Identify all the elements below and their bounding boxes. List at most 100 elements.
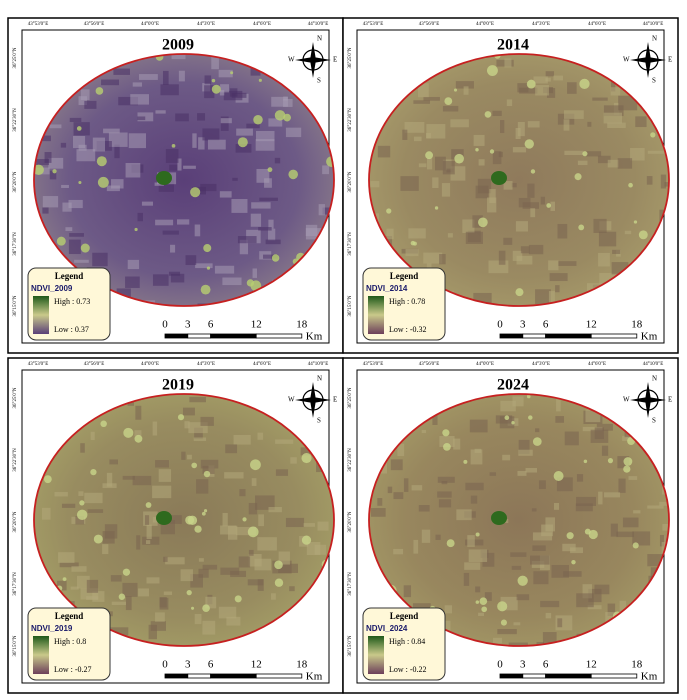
vegetation-patch [135,435,143,443]
vegetation-patch [479,597,487,605]
land-patch [474,135,485,146]
vegetation-patch [268,167,273,172]
vegetation-patch [571,560,575,564]
land-patch [442,183,450,197]
vegetation-patch [650,132,655,137]
land-patch [200,417,213,426]
land-patch [219,607,236,619]
coordinate-label: 44°0'0"E [476,22,494,27]
land-patch [42,508,51,520]
land-patch [253,268,257,277]
land-patch [126,596,132,610]
land-patch [393,549,403,554]
land-patch [68,200,82,208]
vegetation-patch [203,244,211,252]
land-patch [138,213,143,221]
coordinate-label: 44°6'0"E [253,22,271,27]
scale-segment [500,334,523,338]
land-patch [618,479,625,493]
land-patch [69,233,84,237]
land-patch [195,225,201,237]
vegetation-patch [259,79,262,82]
scale-segment [546,674,592,678]
vegetation-patch [194,525,201,532]
land-patch [404,585,411,597]
scale-segment [188,334,211,338]
land-patch [87,580,98,593]
land-patch [166,149,179,163]
land-patch [163,557,167,562]
land-patch [567,82,577,94]
coordinate-label: 43°53'0"E [363,362,384,367]
vegetation-patch [528,415,532,419]
land-patch [499,251,506,265]
vegetation-patch [191,463,197,469]
vegetation-patch [250,459,261,470]
city-park [491,171,507,185]
legend-title: Legend [390,611,419,621]
vegetation-patch [78,181,81,184]
compass-label: E [668,56,672,64]
vegetation-patch [476,600,480,604]
land-patch [442,481,448,484]
vegetation-patch [301,453,311,463]
land-patch [471,496,477,504]
vegetation-patch [288,170,298,180]
coordinate-label: 44°10'0"E [308,362,329,367]
coordinate-label: 36°15'0"N [13,635,18,656]
legend-high: High : 0.73 [54,297,90,306]
land-patch [189,397,206,402]
land-patch [464,573,469,586]
vegetation-patch [172,144,176,148]
land-patch [74,260,89,263]
land-patch [612,250,620,254]
land-patch [625,231,631,234]
map-title: 2014 [497,37,529,54]
vegetation-patch [202,512,206,516]
map-panel: 43°53'0"E43°56'0"E44°0'0"E44°3'0"E44°6'0… [8,18,343,353]
land-patch [256,131,275,141]
compass-label: W [288,396,295,404]
land-patch [264,178,272,188]
vegetation-patch [425,151,433,159]
land-patch [71,587,79,590]
land-patch [81,89,90,100]
land-patch [175,113,189,121]
land-patch [249,550,254,556]
vegetation-patch [272,254,279,261]
land-patch [377,498,382,506]
land-patch [224,472,243,478]
land-patch [464,562,480,569]
land-patch [61,143,66,148]
land-patch [518,450,532,456]
scale-label: 6 [208,659,214,671]
land-patch [276,469,288,476]
map-panel: 43°53'0"E43°56'0"E44°0'0"E44°3'0"E44°6'0… [343,18,684,353]
land-patch [84,101,96,109]
legend-title: Legend [55,611,84,621]
land-patch [151,621,166,631]
land-patch [604,113,622,124]
legend-ramp [368,636,384,674]
land-patch [271,97,288,107]
land-patch [550,273,568,281]
land-patch [555,285,559,292]
vegetation-patch [119,594,125,600]
land-patch [169,165,177,171]
land-patch [78,491,83,496]
land-patch [259,198,278,201]
land-patch [128,260,139,269]
land-patch [529,245,543,254]
vegetation-patch [57,237,66,246]
vegetation-patch [207,266,210,269]
scale-segment [500,674,523,678]
vegetation-patch [275,110,286,121]
scale-segment [591,674,637,678]
legend-ramp [368,296,384,334]
land-patch [532,545,545,551]
land-patch [516,221,528,231]
land-patch [186,255,197,265]
land-patch [54,492,67,496]
coordinate-label: 36°20'0"N [13,171,18,192]
land-patch [378,146,390,158]
